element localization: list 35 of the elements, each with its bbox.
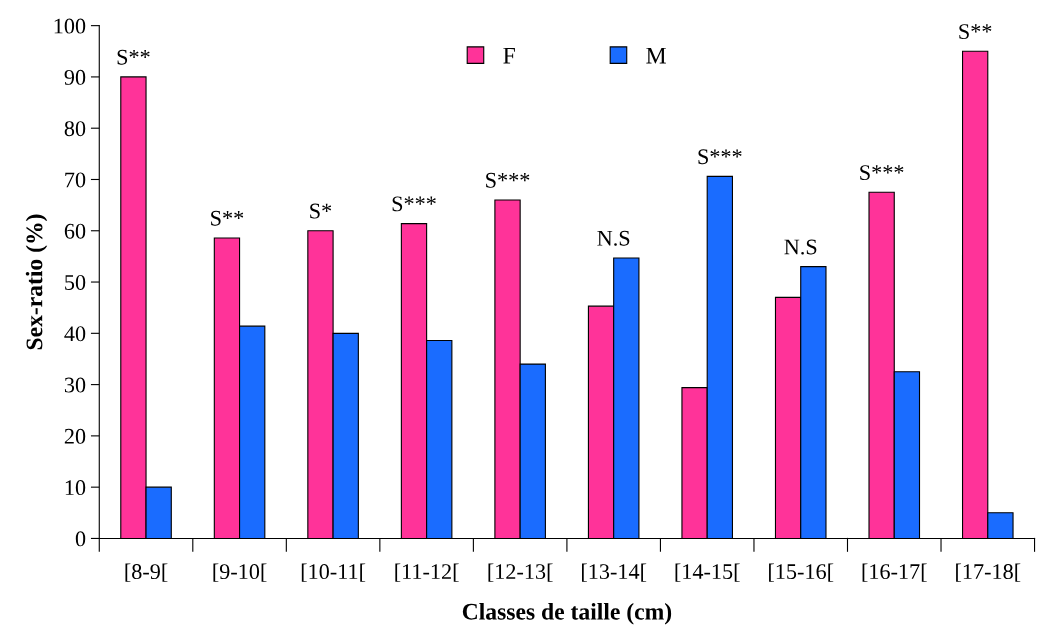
legend-label: M xyxy=(646,47,666,64)
x-tick-label: [12-13[ xyxy=(488,563,553,582)
annotation: S*** xyxy=(860,165,904,181)
annotation: S*** xyxy=(486,172,530,188)
x-tick-label: [17-18[ xyxy=(956,563,1021,582)
annotation: S** xyxy=(211,210,244,226)
annotation: N.S xyxy=(784,239,817,255)
y-tick-label: 80 xyxy=(64,121,86,137)
x-tick-label: [16-17[ xyxy=(862,563,927,582)
annotation: S** xyxy=(959,24,992,40)
y-axis-title: Sex-ratio (%) xyxy=(25,214,48,350)
y-tick-label: 100 xyxy=(54,18,86,34)
annotation: S* xyxy=(310,203,332,219)
x-tick-label: [14-15[ xyxy=(675,563,740,582)
y-tick-label: 30 xyxy=(64,377,86,393)
x-tick-label: [10-11[ xyxy=(301,563,366,582)
x-tick-label: [8-9[ xyxy=(125,563,168,582)
annotation: S*** xyxy=(698,149,742,165)
x-axis-title: Classes de taille (cm) xyxy=(462,603,672,625)
annotation: S** xyxy=(117,49,150,65)
x-tick-label: [13-14[ xyxy=(582,563,647,582)
legend-label: F xyxy=(503,47,515,64)
x-tick-label: [11-12[ xyxy=(395,563,459,582)
y-tick-label: 0 xyxy=(75,531,86,547)
y-tick-label: 40 xyxy=(64,326,86,342)
y-tick-label: 50 xyxy=(65,274,86,290)
annotation: N.S xyxy=(597,230,630,246)
y-tick-label: 10 xyxy=(65,480,86,496)
y-tick-label: 90 xyxy=(64,69,86,85)
y-tick-label: 70 xyxy=(65,172,86,188)
x-tick-label: [15-16[ xyxy=(769,563,834,582)
annotation: S*** xyxy=(392,196,436,212)
y-tick-label: 60 xyxy=(64,223,86,239)
y-tick-label: 20 xyxy=(64,428,86,444)
x-tick-label: [9-10[ xyxy=(213,563,267,582)
